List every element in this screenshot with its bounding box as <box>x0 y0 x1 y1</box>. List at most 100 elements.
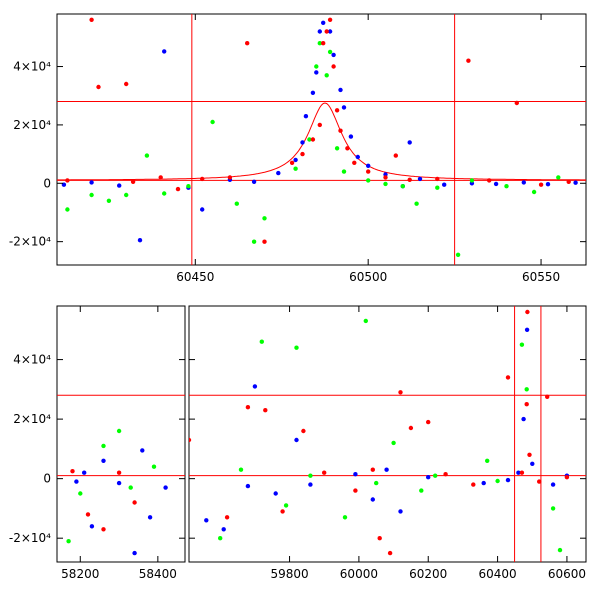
series-ff0000 <box>70 309 570 556</box>
data-point <box>550 506 556 511</box>
data-point <box>262 239 267 244</box>
data-point <box>324 73 329 78</box>
data-point <box>300 140 305 145</box>
data-point <box>387 550 393 556</box>
data-point <box>116 480 122 486</box>
data-point <box>495 478 500 484</box>
data-point <box>342 515 348 520</box>
data-point <box>234 201 239 206</box>
data-point <box>466 58 471 63</box>
data-point <box>321 41 326 46</box>
x-tick-label: 58200 <box>61 567 99 581</box>
data-point <box>116 428 122 434</box>
data-point <box>487 178 492 183</box>
data-point <box>338 87 343 93</box>
x-tick-label: 60500 <box>349 270 387 284</box>
x-tick-label: 60600 <box>548 567 586 581</box>
data-point <box>353 472 358 477</box>
data-point <box>132 550 137 556</box>
data-point <box>566 179 571 184</box>
data-point <box>391 440 396 446</box>
data-point <box>294 345 299 350</box>
data-point <box>519 470 525 475</box>
data-point <box>101 458 106 463</box>
data-point <box>531 189 537 195</box>
x-tick-label: 58400 <box>139 567 177 581</box>
data-point <box>78 491 83 496</box>
x-tick-label: 60550 <box>522 270 560 284</box>
data-point <box>383 181 388 187</box>
series-ff0000 <box>65 17 571 244</box>
data-point <box>162 49 167 54</box>
data-point <box>527 452 532 457</box>
data-point <box>327 29 333 34</box>
data-point <box>433 473 438 478</box>
data-point <box>276 170 281 176</box>
data-point <box>443 472 448 477</box>
data-point <box>262 216 267 221</box>
plot-frame <box>56 13 587 266</box>
x-tick-label: 60200 <box>409 567 447 581</box>
data-point <box>538 182 544 187</box>
y-tick-label: 4×10⁴ <box>13 60 51 74</box>
data-point <box>417 176 423 182</box>
data-point <box>101 443 106 449</box>
data-point <box>398 390 403 395</box>
data-point <box>469 178 475 183</box>
y-tick-label: 0 <box>43 176 51 190</box>
data-point <box>293 166 298 171</box>
data-point <box>370 467 375 472</box>
data-point <box>504 184 509 189</box>
data-point <box>158 175 163 180</box>
data-point <box>200 207 205 212</box>
data-point <box>407 177 412 182</box>
data-point <box>238 467 244 472</box>
data-point <box>308 473 313 478</box>
data-point <box>353 488 358 493</box>
data-point <box>334 146 340 151</box>
data-point <box>408 425 414 431</box>
data-point <box>218 536 223 541</box>
data-point <box>210 119 215 125</box>
data-point <box>322 470 327 475</box>
data-point <box>200 176 205 182</box>
data-point <box>128 485 133 490</box>
data-point <box>407 140 412 145</box>
data-point <box>521 180 526 185</box>
data-point <box>524 402 529 407</box>
data-point <box>280 509 285 514</box>
data-point <box>455 252 461 257</box>
plot-frame <box>188 305 587 563</box>
data-point <box>310 90 316 96</box>
data-point <box>393 153 398 158</box>
data-point <box>374 480 379 486</box>
data-point <box>525 309 530 315</box>
data-point <box>481 480 486 486</box>
data-point <box>89 192 94 198</box>
data-point <box>383 175 388 180</box>
data-point <box>398 509 403 514</box>
data-point <box>224 515 230 520</box>
y-tick-label: -2×10⁴ <box>9 531 51 545</box>
data-point <box>317 41 322 46</box>
data-point <box>117 183 122 188</box>
data-point <box>516 470 521 475</box>
data-point <box>435 176 440 182</box>
data-point <box>314 70 319 75</box>
data-point <box>186 184 191 189</box>
x-tick-label: 60450 <box>176 270 214 284</box>
bottom-panel: 58200 58400 59800 60000 60200 60400 60600 -2×10… <box>9 305 587 581</box>
data-point <box>301 428 306 434</box>
data-point <box>341 169 347 174</box>
data-point <box>252 384 258 389</box>
data-point <box>521 416 526 422</box>
data-point <box>348 134 354 139</box>
data-point <box>345 146 350 151</box>
data-point <box>124 192 129 198</box>
data-point <box>116 470 122 475</box>
data-point <box>300 151 305 157</box>
x-tick-label: 59800 <box>270 567 308 581</box>
data-point <box>144 153 150 158</box>
data-point <box>245 41 250 46</box>
plot-frame <box>56 305 186 563</box>
